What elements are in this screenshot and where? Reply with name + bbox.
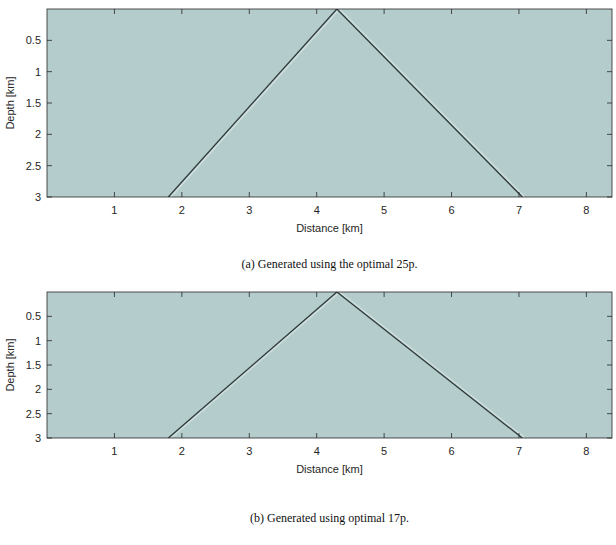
y-tick-label: 2	[35, 128, 41, 140]
panel: 1 2 3 4 5 6 7 8 0.5 1 1.5 2 2.5 3 Distance [km] Depth […	[4, 9, 612, 271]
caption: (b) Generated using optimal 17p.	[250, 511, 409, 525]
figure: 1 2 3 4 5 6 7 8 0.5 1 1.5 2 2.5 3 Distance [km] Depth […	[0, 0, 616, 545]
y-tick-label: 1.5	[26, 359, 41, 371]
y-tick	[47, 389, 612, 390]
wavefront-halo	[338, 9, 523, 197]
frame	[47, 9, 612, 197]
plot-background	[47, 292, 612, 438]
x-tick	[384, 9, 385, 197]
y-tick-label: 2	[35, 383, 41, 395]
y-tick	[47, 197, 612, 198]
x-tick	[586, 292, 587, 438]
y-tick	[47, 316, 612, 317]
x-tick	[518, 9, 519, 197]
data-group	[168, 9, 523, 197]
x-tick-label: 5	[381, 445, 387, 457]
wavefront-halo	[170, 292, 339, 438]
x-tick-label: 2	[179, 445, 185, 457]
y-tick	[47, 134, 612, 135]
x-tick	[451, 292, 452, 438]
caption: (a) Generated using the optimal 25p.	[242, 257, 418, 271]
data-group	[168, 292, 523, 438]
wavefront	[337, 9, 522, 197]
y-axis-title: Depth [km]	[4, 76, 16, 129]
x-tick	[249, 9, 250, 197]
x-tick-label: 1	[111, 204, 117, 216]
x-tick	[114, 292, 115, 438]
x-tick	[384, 292, 385, 438]
x-tick-label: 4	[314, 445, 320, 457]
x-tick	[586, 9, 587, 197]
x-tick-label: 2	[179, 204, 185, 216]
x-tick-label: 1	[111, 445, 117, 457]
y-tick-label: 1	[35, 66, 41, 78]
x-tick	[249, 292, 250, 438]
x-tick	[316, 292, 317, 438]
x-tick	[316, 9, 317, 197]
x-tick-label: 6	[448, 445, 454, 457]
y-tick-label: 1	[35, 335, 41, 347]
wavefront	[168, 9, 337, 197]
x-tick-label: 5	[381, 204, 387, 216]
x-tick-label: 3	[246, 445, 252, 457]
y-tick-label: 0.5	[26, 310, 41, 322]
y-tick	[47, 413, 612, 414]
y-tick	[47, 165, 612, 166]
plot-background	[47, 9, 612, 197]
y-tick-label: 0.5	[26, 34, 41, 46]
x-tick-label: 6	[448, 204, 454, 216]
y-tick-label: 2.5	[26, 408, 41, 420]
x-axis-title: Distance [km]	[296, 222, 363, 234]
wavefront	[337, 292, 522, 438]
wavefront-halo	[170, 9, 339, 197]
y-tick-label: 3	[35, 432, 41, 444]
y-tick	[47, 340, 612, 341]
y-tick-label: 1.5	[26, 97, 41, 109]
x-tick	[451, 9, 452, 197]
x-tick-label: 7	[516, 445, 522, 457]
y-tick	[47, 438, 612, 439]
x-tick	[181, 9, 182, 197]
y-axis-title: Depth [km]	[4, 338, 16, 391]
y-tick	[47, 365, 612, 366]
x-tick	[181, 292, 182, 438]
y-tick	[47, 103, 612, 104]
x-tick-label: 4	[314, 204, 320, 216]
x-tick-label: 8	[583, 204, 589, 216]
x-tick-label: 7	[516, 204, 522, 216]
x-tick-label: 3	[246, 204, 252, 216]
y-tick-label: 3	[35, 191, 41, 203]
wavefront	[168, 292, 337, 438]
wavefront-halo	[338, 292, 523, 438]
x-tick	[518, 292, 519, 438]
y-tick-label: 2.5	[26, 160, 41, 172]
frame	[47, 292, 612, 438]
y-tick	[47, 71, 612, 72]
y-tick	[47, 40, 612, 41]
x-axis-title: Distance [km]	[296, 463, 363, 475]
panel: 1 2 3 4 5 6 7 8 0.5 1 1.5 2 2.5 3 Distance [km] Depth […	[4, 292, 612, 525]
x-tick	[114, 9, 115, 197]
x-tick-label: 8	[583, 445, 589, 457]
